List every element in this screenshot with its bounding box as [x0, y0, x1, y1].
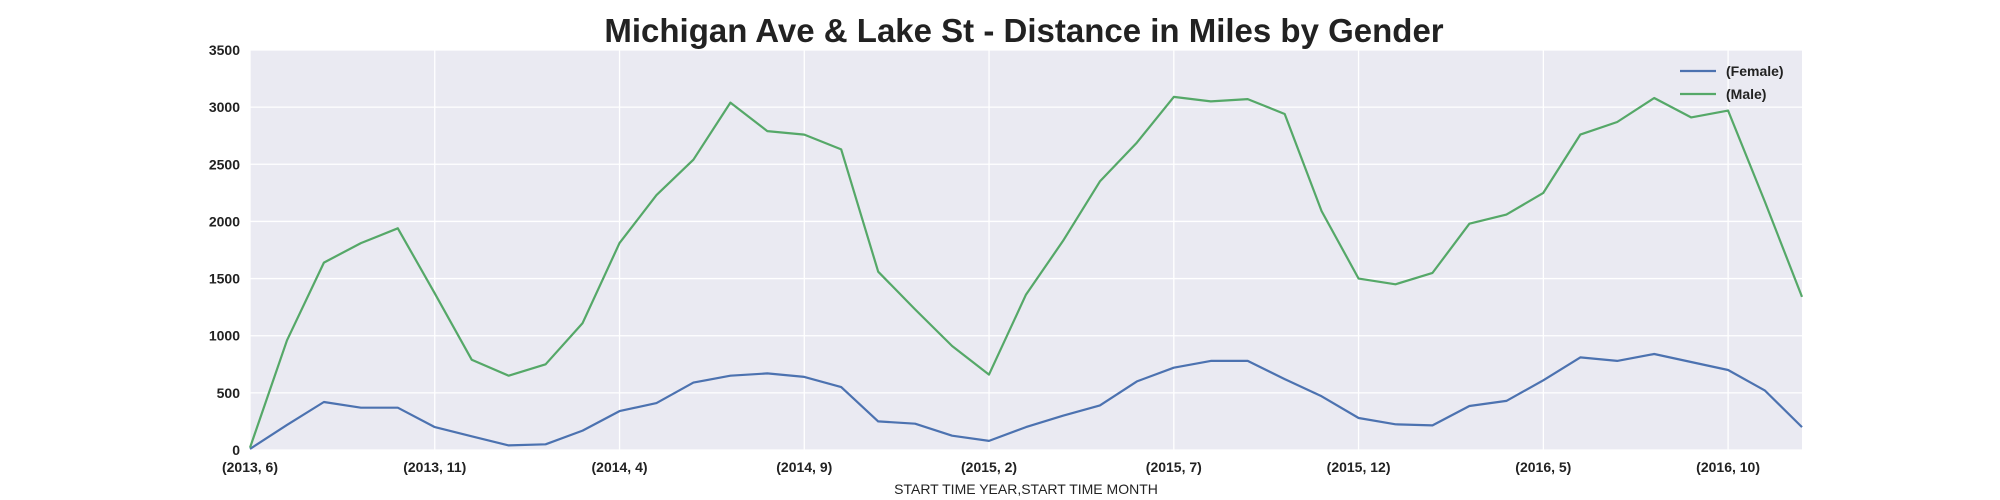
series-line-male	[248, 95, 1804, 449]
y-tick-label: 500	[217, 385, 241, 401]
x-tick-label: (2013, 11)	[403, 459, 466, 475]
x-tick-label: (2015, 7)	[1146, 459, 1202, 475]
x-axis-label: START TIME YEAR,START TIME MONTH	[894, 481, 1158, 497]
chart-title: Michigan Ave & Lake St - Distance in Mil…	[604, 12, 1443, 49]
x-tick-label: (2015, 2)	[961, 459, 1017, 475]
x-axis-ticks: (2013, 6) (2013, 11) (2014, 4) (2014, 9) (20…	[222, 459, 1760, 475]
y-tick-label: 2500	[209, 156, 240, 172]
series-lines	[248, 95, 1804, 450]
y-tick-label: 2000	[209, 213, 240, 229]
plot-area	[250, 50, 1802, 450]
x-tick-label: (2013, 6)	[222, 459, 278, 475]
gridlines	[249, 49, 1802, 451]
y-tick-label: 3000	[209, 99, 240, 115]
x-tick-label: (2014, 9)	[776, 459, 832, 475]
x-tick-label: (2014, 4)	[592, 459, 648, 475]
x-tick-label: (2016, 5)	[1515, 459, 1571, 475]
x-tick-label: (2015, 12)	[1327, 459, 1391, 475]
y-tick-label: 1000	[209, 328, 240, 344]
y-tick-label: 1500	[209, 271, 240, 287]
legend-label-male: (Male)	[1726, 86, 1766, 102]
series-line-female	[249, 352, 1803, 450]
y-tick-label: 3500	[209, 42, 240, 58]
legend: (Female) (Male)	[1680, 63, 1784, 102]
y-axis-ticks: 0 500 1000 1500 2000 2500 3000 3500	[209, 42, 240, 458]
y-tick-label: 0	[232, 442, 240, 458]
x-tick-label: (2016, 10)	[1696, 459, 1760, 475]
legend-label-female: (Female)	[1726, 63, 1784, 79]
